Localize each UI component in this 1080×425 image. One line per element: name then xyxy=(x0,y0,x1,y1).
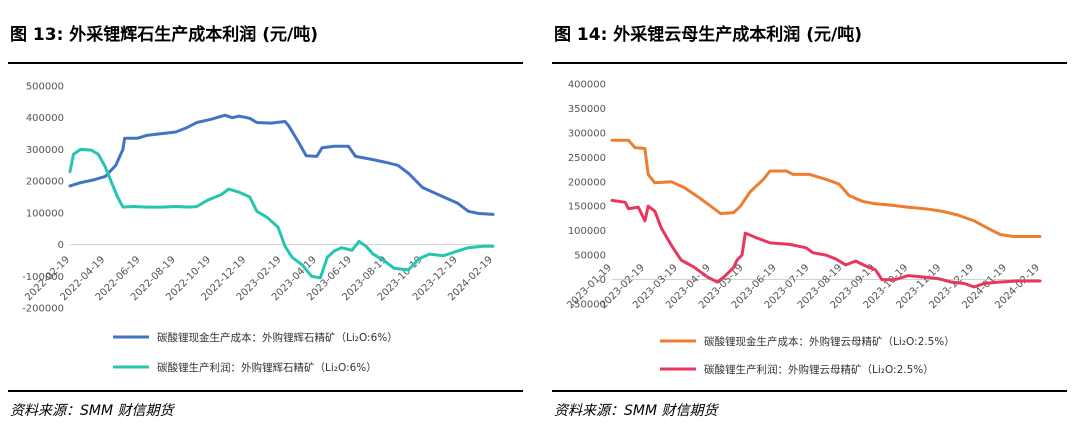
bottom-rule xyxy=(8,390,523,392)
y-tick-label: 350000 xyxy=(568,104,606,115)
right-chart-panel: 图 14: 外采锂云母生产成本利润 (元/吨) 400000 350000 3000… xyxy=(552,0,1072,425)
y-tick-label: -50000 xyxy=(571,300,606,311)
series-line-1 xyxy=(68,113,495,216)
y-tick-label: 200000 xyxy=(568,177,606,188)
series-line-1 xyxy=(610,138,1042,238)
legend-label-2: 碳酸锂生产利润：外购锂云母精矿（Li₂O:2.5%） xyxy=(704,363,934,376)
y-tick-label: -200000 xyxy=(22,304,64,315)
y-tick-label: 50000 xyxy=(574,251,606,262)
legend-label-1: 碳酸锂现金生产成本：外购锂辉石精矿（Li₂O:6%） xyxy=(157,331,398,344)
y-tick-label: 100000 xyxy=(568,226,606,237)
top-rule xyxy=(8,62,523,64)
y-tick-label: 400000 xyxy=(568,80,606,91)
y-tick-label: 250000 xyxy=(568,153,606,164)
y-tick-label: 0 xyxy=(58,240,64,251)
series-line-2 xyxy=(68,147,495,280)
y-tick-label: 0 xyxy=(600,275,606,286)
top-rule xyxy=(552,62,1067,64)
y-tick-label: 200000 xyxy=(26,177,64,188)
series-line-2 xyxy=(610,198,1042,289)
chart-title: 图 13: 外采锂辉石生产成本利润 (元/吨) xyxy=(10,25,318,45)
y-tick-label: -100000 xyxy=(22,272,64,283)
legend-label-2: 碳酸锂生产利润：外购锂辉石精矿（Li₂O:6%） xyxy=(157,361,377,374)
y-tick-label: 500000 xyxy=(26,82,64,93)
legend-label-1: 碳酸锂现金生产成本：外购锂云母精矿（Li₂O:2.5%） xyxy=(704,335,955,348)
chart-title: 图 14: 外采锂云母生产成本利润 (元/吨) xyxy=(554,25,862,45)
y-tick-label: 300000 xyxy=(568,128,606,139)
y-tick-label: 300000 xyxy=(26,145,64,156)
left-line-chart: 500000 400000 300000 200000 100000 0 -100000 -2… xyxy=(22,82,495,375)
y-tick-label: 100000 xyxy=(26,208,64,219)
source-note: 资料来源：SMM 财信期货 xyxy=(10,403,174,419)
left-chart-panel: 图 13: 外采锂辉石生产成本利润 (元/吨) 500000 400000 3000… xyxy=(8,0,528,425)
y-tick-label: 150000 xyxy=(568,202,606,213)
right-line-chart: 400000 350000 300000 250000 200000 150000 1000… xyxy=(565,80,1042,377)
source-note: 资料来源：SMM 财信期货 xyxy=(554,403,718,419)
y-tick-label: 400000 xyxy=(26,113,64,124)
bottom-rule xyxy=(552,390,1067,392)
